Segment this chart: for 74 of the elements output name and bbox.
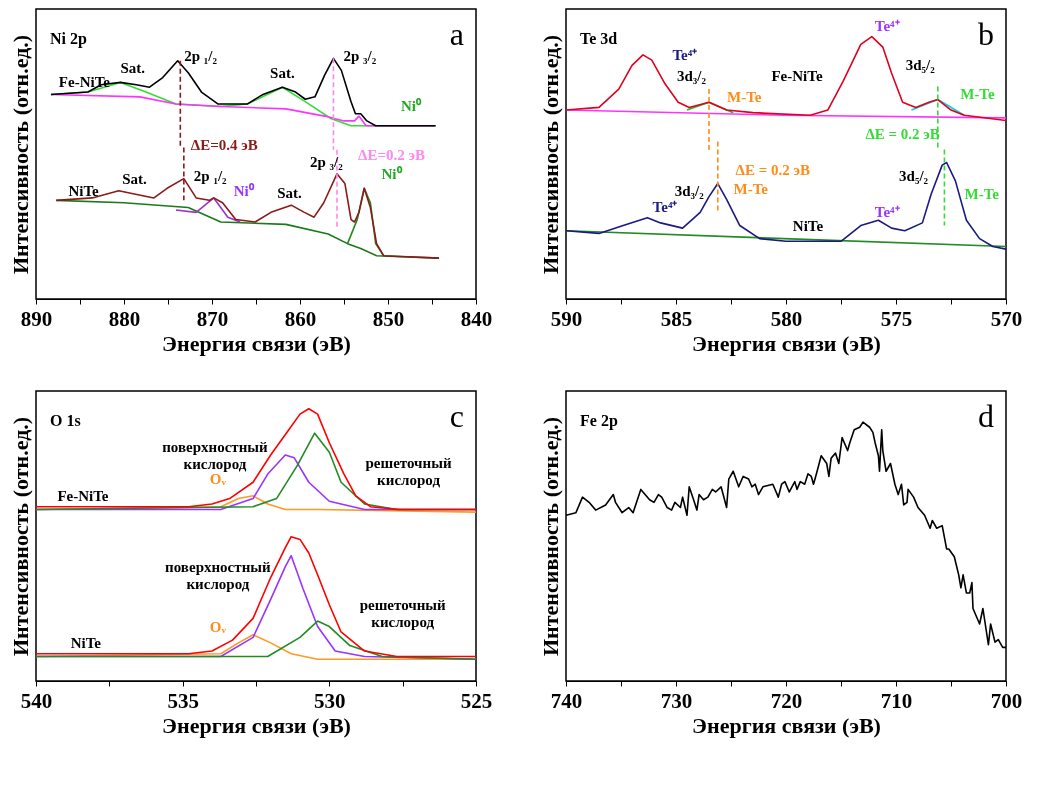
annotation: M-Te <box>960 86 995 103</box>
y-axis-title: Интенсивность (отн.ед.) <box>7 416 33 657</box>
annotation: Fe-NiTe <box>58 74 111 91</box>
annotation: Fe 2p <box>580 412 618 430</box>
annotation: ΔE=0.2 эВ <box>358 146 425 163</box>
x-tick-label: 590 <box>550 306 583 331</box>
x-tick-label: 850 <box>372 306 405 331</box>
x-tick-label: 720 <box>770 688 803 713</box>
x-tick-label: 585 <box>660 306 693 331</box>
annotation: Oᵥ <box>209 618 227 635</box>
annotation: Fe-NiTe <box>771 67 823 84</box>
annotation: M-Te <box>733 180 769 197</box>
annotation: b <box>978 16 994 52</box>
annotation: d <box>978 398 994 434</box>
annotation: решеточный кислород <box>359 596 447 630</box>
annotation: NiTe <box>70 634 102 651</box>
annotation: NiTe <box>68 182 99 199</box>
annotation: NiTe <box>792 217 824 234</box>
x-tick-label: 530 <box>314 688 346 713</box>
annotation: Te 3d <box>580 30 618 47</box>
x-tick-label: 525 <box>460 688 493 713</box>
annotation: 2p ₁/₂ <box>193 168 228 185</box>
annotation: 3d₃/₂ <box>676 67 707 84</box>
annotation: ΔE = 0.2 эВ <box>735 162 811 179</box>
annotation: M-Te <box>726 88 762 105</box>
x-tick-label: 880 <box>108 306 141 331</box>
annotation: поверхностный кислород <box>162 438 269 472</box>
text: Te⁴⁺ <box>874 18 900 35</box>
annotation: 2p ₁/₂ <box>184 47 218 64</box>
annotation: M-Te <box>964 186 1000 203</box>
x-axis-title: Энергия связи (эВ) <box>162 330 351 356</box>
annotation: O 1s <box>50 412 81 429</box>
x-tick-label: 730 <box>660 688 693 713</box>
text: a <box>449 16 464 52</box>
annotation: 2p ₃/₂ <box>310 153 344 170</box>
x-tick-label: 570 <box>990 306 1023 331</box>
annotation: Sat. <box>277 185 302 202</box>
x-tick-label: 535 <box>167 688 199 713</box>
x-tick-label: 580 <box>770 306 803 331</box>
annotation: Te⁴⁺ <box>672 46 698 63</box>
x-axis-title: Энергия связи (эВ) <box>692 712 881 738</box>
text: Ni 2p <box>50 30 87 48</box>
x-tick-label: 700 <box>990 688 1023 713</box>
x-tick-label: 540 <box>20 688 53 713</box>
x-tick-label: 575 <box>880 306 913 331</box>
annotation: Ni⁰ <box>381 164 403 182</box>
x-tick-label: 860 <box>284 306 317 331</box>
annotation: Sat. <box>120 59 146 76</box>
x-axis-title: Энергия связи (эВ) <box>692 330 881 356</box>
annotation: 2p ₃/₂ <box>343 47 377 64</box>
annotation: 3d₅/₂ <box>899 167 929 184</box>
annotation: 3d₅/₂ <box>905 57 936 74</box>
y-axis-title: Интенсивность (отн.ед.) <box>537 34 563 275</box>
annotation: Ni⁰ <box>400 97 422 115</box>
annotation: Te⁴⁺ <box>874 204 900 221</box>
x-tick-label: 740 <box>550 688 583 713</box>
annotation: Ni⁰ <box>233 181 255 199</box>
x-axis-title: Энергия связи (эВ) <box>162 712 351 738</box>
annotation: Te⁴⁺ <box>652 199 678 216</box>
annotation: Sat. <box>122 170 148 187</box>
x-tick-label: 890 <box>20 306 53 331</box>
annotation: ΔE=0.4 эВ <box>190 136 258 153</box>
y-axis-title: Интенсивность (отн.ед.) <box>537 416 563 657</box>
y-axis-title: Интенсивность (отн.ед.) <box>7 34 33 275</box>
annotation: решеточный кислород <box>365 455 452 489</box>
annotation: поверхностный кислород <box>165 558 271 592</box>
x-tick-label: 870 <box>196 306 229 331</box>
annotation: Oᵥ <box>209 471 227 488</box>
x-tick-label: 710 <box>880 688 913 713</box>
annotation: c <box>449 398 464 434</box>
x-tick-label: 840 <box>460 306 493 331</box>
annotation: Sat. <box>270 64 295 81</box>
annotation: Fe-NiTe <box>57 487 109 504</box>
annotation: 3d₃/₂ <box>674 183 705 200</box>
